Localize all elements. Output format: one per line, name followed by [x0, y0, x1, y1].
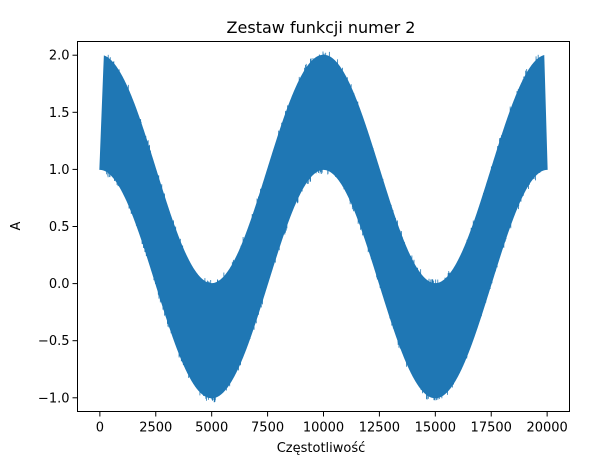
- y-tick-label: 1.0: [49, 163, 70, 178]
- x-tick-label: 2500: [139, 421, 172, 436]
- y-tick-label: 1.5: [49, 106, 70, 121]
- y-tick-label: 2.0: [49, 49, 70, 64]
- x-tick-label: 12500: [359, 421, 400, 436]
- y-axis-label: A: [9, 221, 24, 230]
- x-tick-label: 20000: [526, 421, 567, 436]
- x-tick-label: 10000: [303, 421, 344, 436]
- x-tick-label: 17500: [471, 421, 512, 436]
- signal-fill: [99, 54, 548, 399]
- x-tick-label: 0: [96, 421, 104, 436]
- x-axis: 0 2500 5000 7500 10000 12500 15000 17500 20000: [96, 411, 568, 436]
- signal-jitter: [106, 51, 541, 403]
- y-tick-label: −1.0: [38, 391, 70, 406]
- x-tick-label: 5000: [195, 421, 228, 436]
- x-axis-label: Częstotliwość: [277, 441, 366, 456]
- y-tick-label: 0.5: [49, 220, 70, 235]
- y-tick-label: 0.0: [49, 277, 70, 292]
- y-axis: −1.0 −0.5 0.0 0.5 1.0 1.5 2.0: [38, 49, 78, 406]
- plot-area: [77, 41, 570, 412]
- chart-title: Zestaw funkcji numer 2: [227, 18, 416, 37]
- x-tick-label: 15000: [415, 421, 456, 436]
- y-tick-label: −0.5: [38, 334, 70, 349]
- x-tick-label: 7500: [251, 421, 284, 436]
